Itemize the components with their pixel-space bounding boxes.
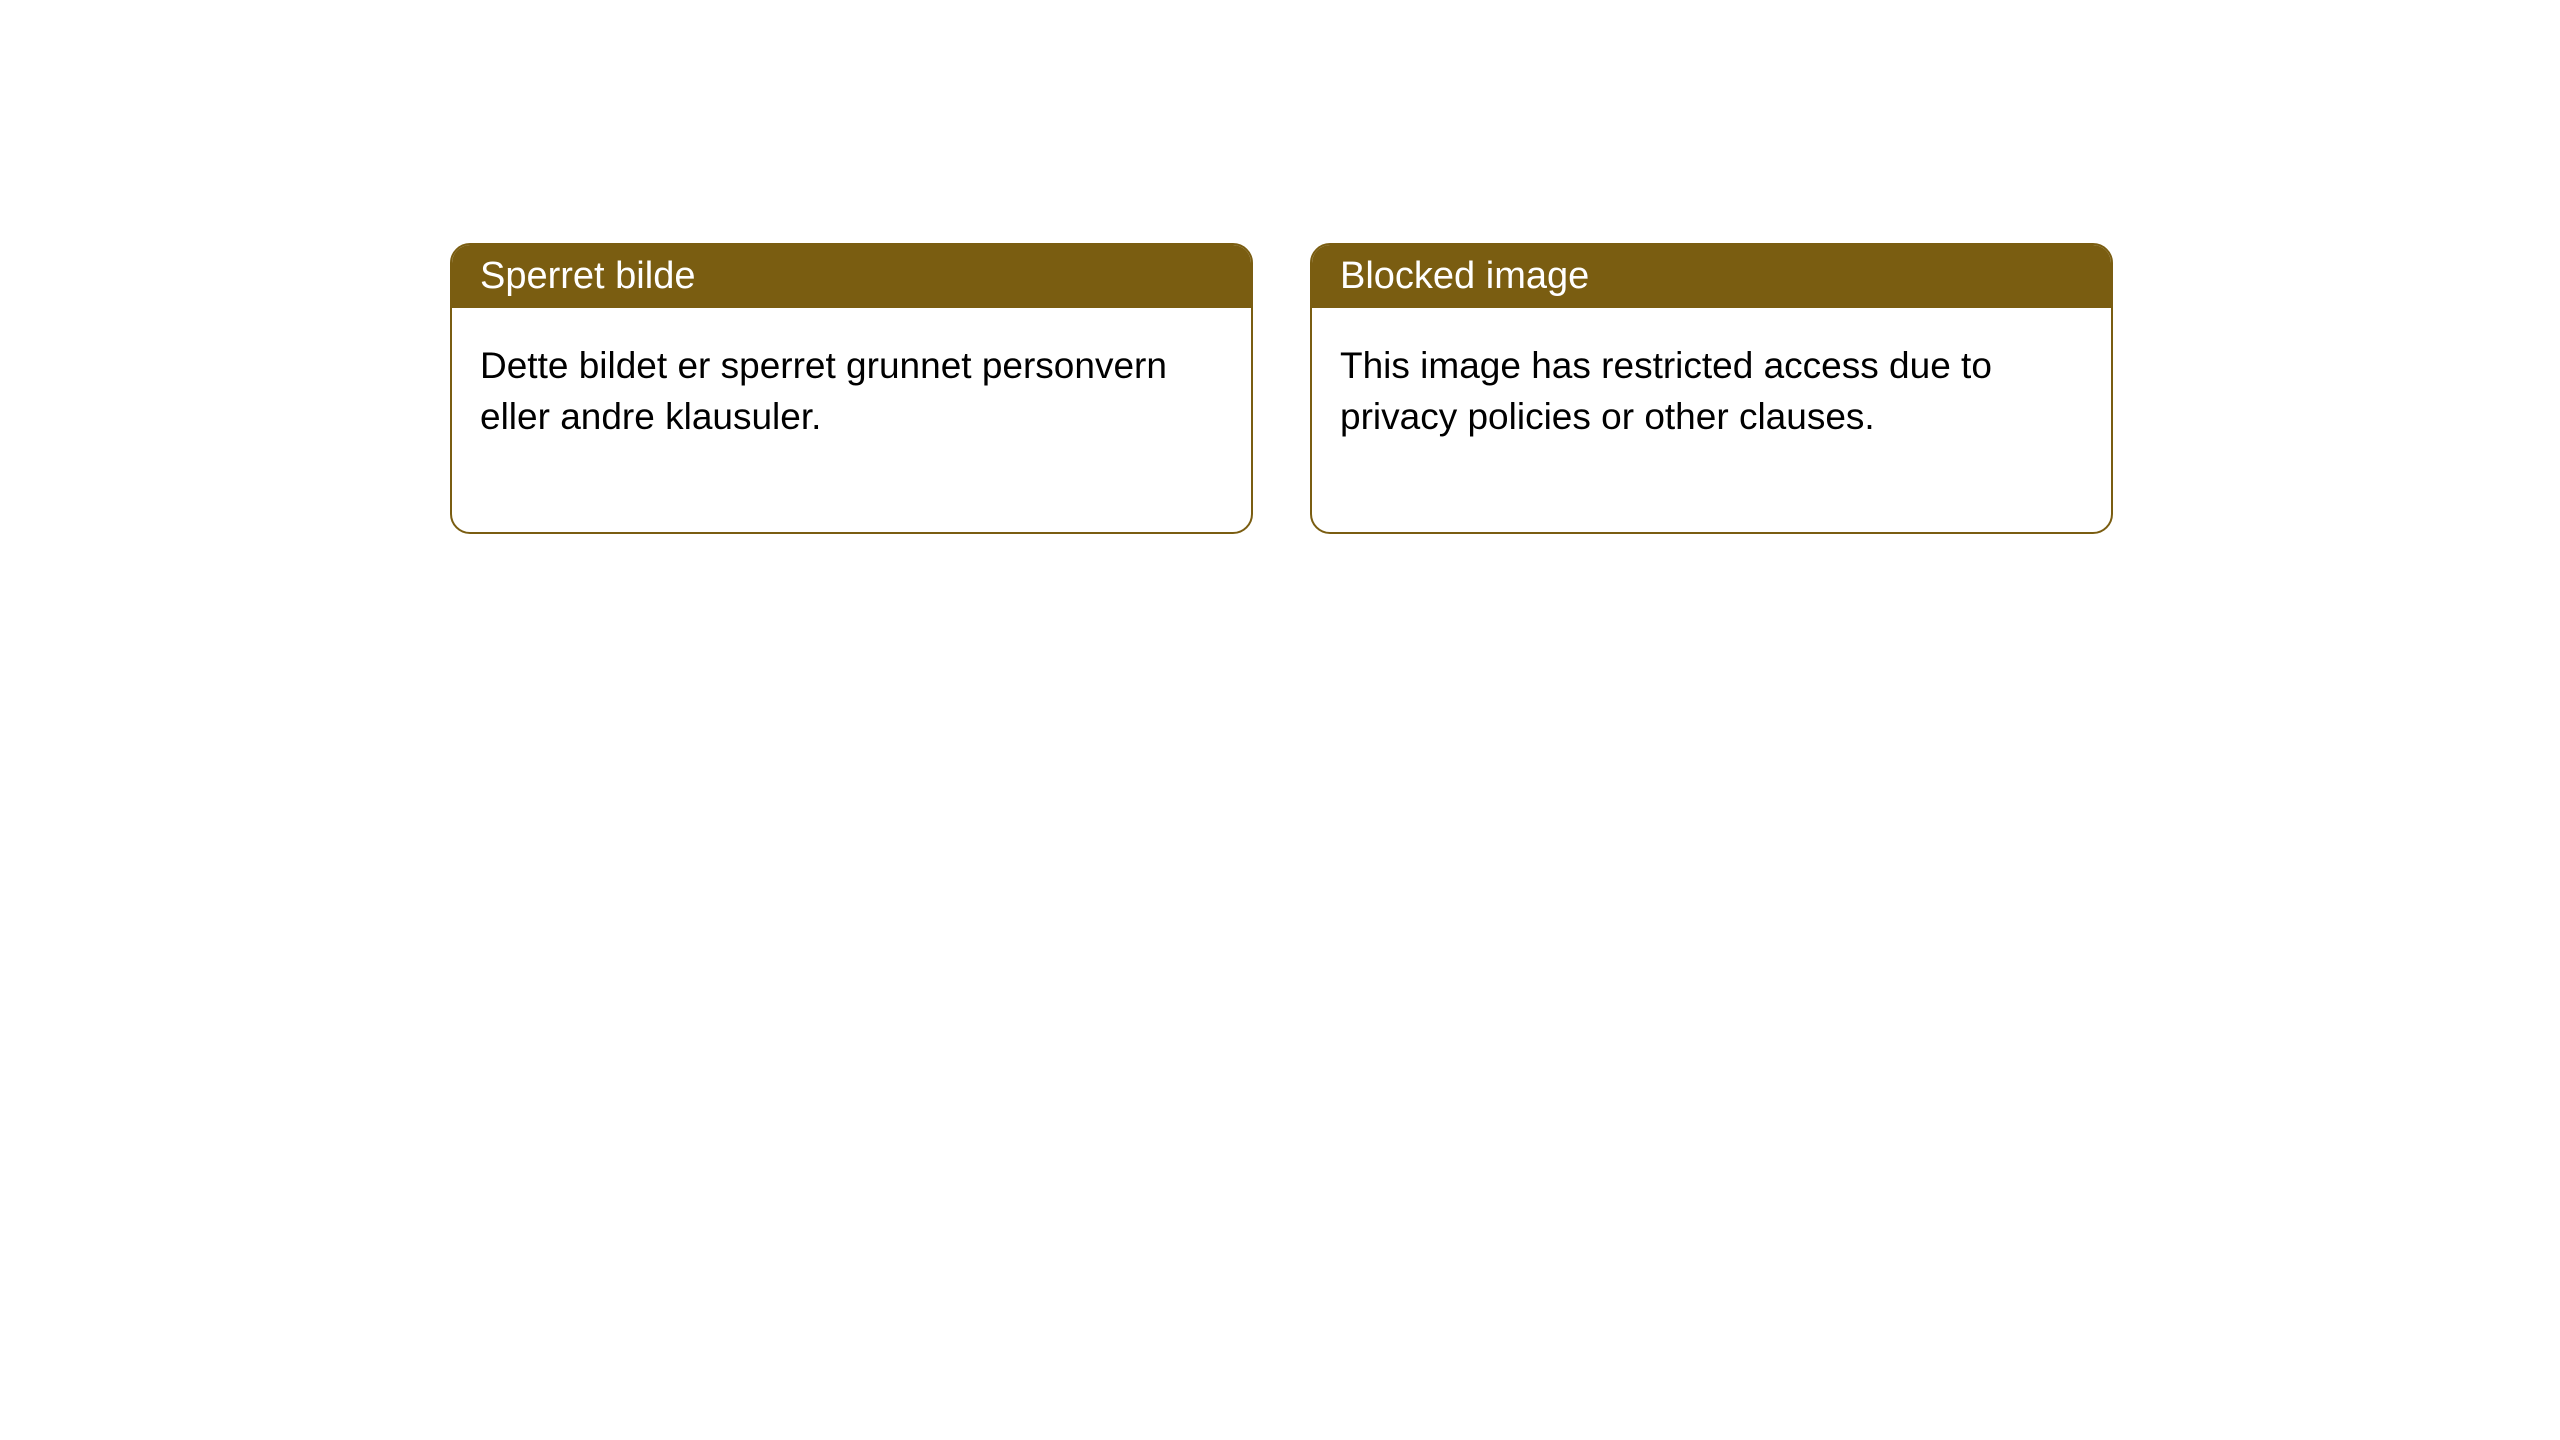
notice-body: This image has restricted access due to …	[1312, 308, 2111, 532]
notice-card-english: Blocked image This image has restricted …	[1310, 243, 2113, 534]
notice-header: Blocked image	[1312, 245, 2111, 308]
notice-header: Sperret bilde	[452, 245, 1251, 308]
notice-body-text: Dette bildet er sperret grunnet personve…	[480, 345, 1167, 437]
notice-title: Blocked image	[1340, 255, 1589, 297]
notice-container: Sperret bilde Dette bildet er sperret gr…	[0, 0, 2560, 534]
notice-card-norwegian: Sperret bilde Dette bildet er sperret gr…	[450, 243, 1253, 534]
notice-body-text: This image has restricted access due to …	[1340, 345, 1992, 437]
notice-body: Dette bildet er sperret grunnet personve…	[452, 308, 1251, 532]
notice-title: Sperret bilde	[480, 255, 695, 297]
